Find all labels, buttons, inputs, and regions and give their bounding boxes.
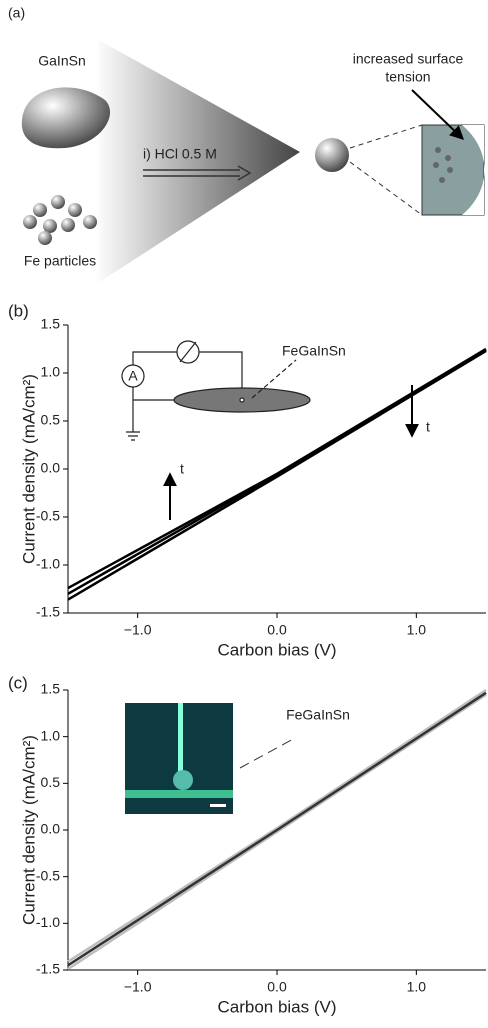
annotation: FeGaInSn <box>282 343 346 359</box>
y-tick-label: 0.0 <box>41 821 61 837</box>
y-tick-label: -1.0 <box>36 556 60 572</box>
step-label: i) HCl 0.5 M <box>143 146 217 162</box>
x-axis-label: Carbon bias (V) <box>217 997 336 1016</box>
callout-line-2: tension <box>385 69 430 85</box>
x-tick-label: −1.0 <box>124 979 152 995</box>
inset-pointer <box>239 737 296 769</box>
zoom-surface <box>462 125 485 215</box>
y-tick-label: -1.5 <box>36 604 60 620</box>
y-tick-label: 1.5 <box>41 316 61 332</box>
zoom-particles <box>433 147 453 183</box>
annotation: t <box>180 461 184 477</box>
y-tick-label: 1.5 <box>41 681 61 697</box>
callout-arrow <box>411 89 465 140</box>
step-arrow-head <box>237 165 252 181</box>
inset-photo <box>125 703 233 814</box>
callout-line-1: increased surface <box>353 51 464 67</box>
y-tick-label: 0.0 <box>41 460 61 476</box>
y-tick-label: 0.5 <box>41 412 61 428</box>
series-line <box>67 693 487 971</box>
series-line <box>67 349 487 601</box>
y-tick-label: -0.5 <box>36 867 60 883</box>
x-tick-label: 1.0 <box>407 979 427 995</box>
alloy-label: GaInSn <box>38 53 85 69</box>
cone <box>95 38 300 285</box>
y-tick-label: -1.0 <box>36 914 60 930</box>
panel-label: (b) <box>8 301 29 320</box>
y-tick-label: -0.5 <box>36 508 60 524</box>
x-tick-label: 0.0 <box>267 622 287 638</box>
y-tick-label: 0.5 <box>41 774 61 790</box>
zoom-lines <box>349 124 423 216</box>
annotation: t <box>426 419 430 435</box>
annotation: FeGaInSn <box>286 707 350 723</box>
y-axis-label: Current density (mA/cm²) <box>19 735 38 925</box>
annotation: A <box>128 368 138 384</box>
y-tick-label: 1.0 <box>41 727 61 743</box>
x-tick-label: −1.0 <box>124 622 152 638</box>
series-line <box>67 347 487 590</box>
y-tick-label: -1.5 <box>36 961 60 977</box>
circuit <box>121 340 311 441</box>
x-axis-label: Carbon bias (V) <box>217 640 336 659</box>
fe-particles <box>23 195 97 245</box>
series-line <box>67 688 487 963</box>
droplet <box>315 138 349 172</box>
x-tick-label: 1.0 <box>407 622 427 638</box>
step-arrow <box>143 169 240 177</box>
particles-label: Fe particles <box>24 253 96 269</box>
alloy-drop <box>21 87 111 149</box>
panel-label: (a) <box>8 5 25 21</box>
x-tick-label: 0.0 <box>267 979 287 995</box>
panel-label: (c) <box>8 673 28 692</box>
series-line <box>67 691 487 967</box>
y-tick-label: 1.0 <box>41 364 61 380</box>
y-axis-label: Current density (mA/cm²) <box>19 374 38 564</box>
